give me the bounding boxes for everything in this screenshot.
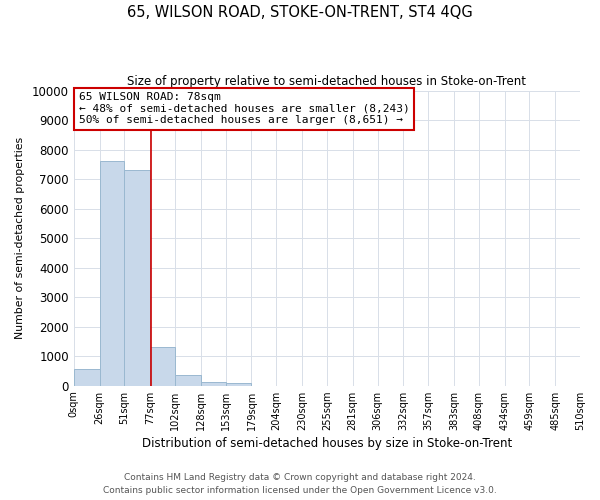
Bar [175,376,201,386]
Text: 65, WILSON ROAD, STOKE-ON-TRENT, ST4 4QG: 65, WILSON ROAD, STOKE-ON-TRENT, ST4 4QG [127,5,473,20]
Text: Contains HM Land Registry data © Crown copyright and database right 2024.
Contai: Contains HM Land Registry data © Crown c… [103,474,497,495]
Bar [226,382,251,386]
Bar [100,162,124,386]
Bar [201,382,226,386]
X-axis label: Distribution of semi-detached houses by size in Stoke-on-Trent: Distribution of semi-detached houses by … [142,437,512,450]
Title: Size of property relative to semi-detached houses in Stoke-on-Trent: Size of property relative to semi-detach… [127,75,526,88]
Y-axis label: Number of semi-detached properties: Number of semi-detached properties [15,137,25,339]
Bar [124,170,150,386]
Text: 65 WILSON ROAD: 78sqm
← 48% of semi-detached houses are smaller (8,243)
50% of s: 65 WILSON ROAD: 78sqm ← 48% of semi-deta… [79,92,410,125]
Bar [74,370,100,386]
Bar [150,346,175,386]
